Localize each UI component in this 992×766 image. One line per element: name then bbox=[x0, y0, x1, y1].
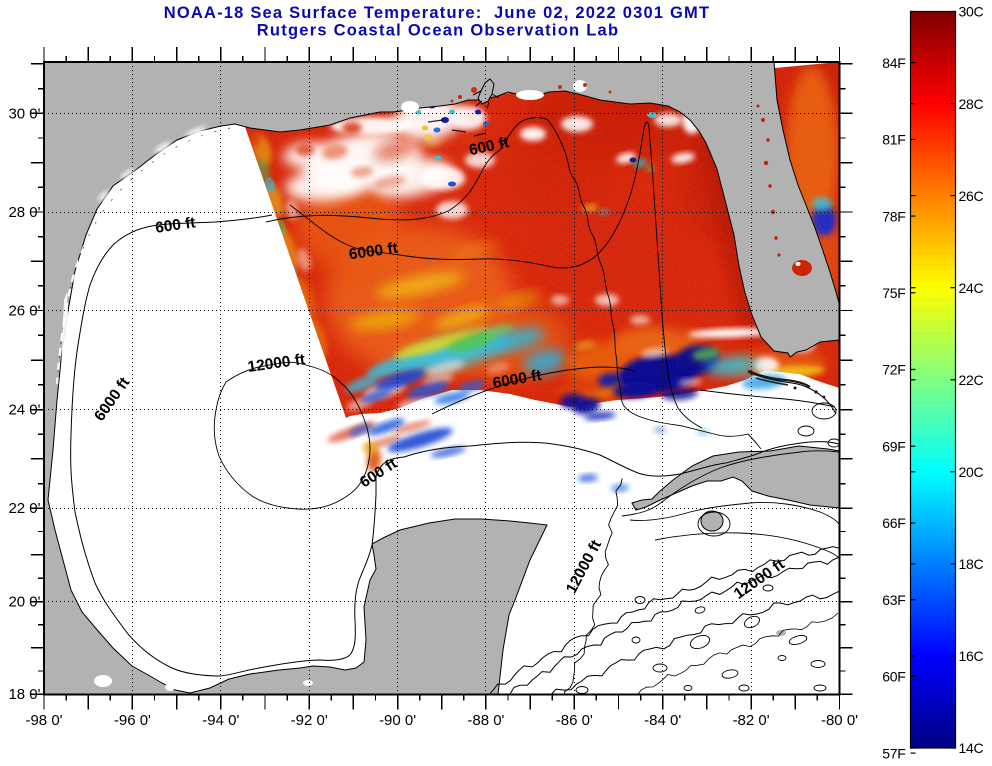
svg-text:Rutgers Coastal Ocean Observat: Rutgers Coastal Ocean Observation Lab bbox=[257, 22, 620, 40]
svg-text:6000 ft: 6000 ft bbox=[348, 240, 399, 264]
svg-text:16C: 16C bbox=[959, 648, 984, 664]
svg-text:20 0': 20 0' bbox=[8, 594, 40, 611]
svg-text:-82 0': -82 0' bbox=[733, 712, 770, 729]
svg-text:18 0': 18 0' bbox=[8, 686, 40, 703]
svg-text:63F: 63F bbox=[882, 592, 905, 608]
svg-text:28 0': 28 0' bbox=[8, 204, 40, 221]
svg-text:24C: 24C bbox=[959, 280, 984, 296]
svg-text:30 0': 30 0' bbox=[8, 105, 40, 122]
svg-text:14C: 14C bbox=[959, 740, 984, 756]
svg-text:24 0': 24 0' bbox=[8, 402, 40, 419]
svg-text:26C: 26C bbox=[959, 188, 984, 204]
svg-text:-96 0': -96 0' bbox=[114, 712, 151, 729]
svg-text:-94 0': -94 0' bbox=[202, 712, 239, 729]
svg-text:-80 0': -80 0' bbox=[821, 712, 858, 729]
svg-text:81F: 81F bbox=[882, 132, 905, 148]
svg-text:-90 0': -90 0' bbox=[379, 712, 416, 729]
svg-text:75F: 75F bbox=[882, 285, 905, 301]
svg-text:22 0': 22 0' bbox=[8, 500, 40, 517]
svg-text:69F: 69F bbox=[882, 438, 905, 454]
svg-text:-84 0': -84 0' bbox=[644, 712, 681, 729]
svg-text:28C: 28C bbox=[959, 96, 984, 112]
svg-text:20C: 20C bbox=[959, 464, 984, 480]
svg-text:60F: 60F bbox=[882, 669, 905, 685]
svg-text:-98 0': -98 0' bbox=[25, 712, 62, 729]
svg-text:NOAA-18 Sea Surface Temperatur: NOAA-18 Sea Surface Temperature: June 02… bbox=[164, 4, 711, 22]
svg-text:84F: 84F bbox=[882, 55, 905, 71]
svg-text:66F: 66F bbox=[882, 515, 905, 531]
svg-text:18C: 18C bbox=[959, 556, 984, 572]
svg-text:26 0': 26 0' bbox=[8, 303, 40, 320]
svg-text:-92 0': -92 0' bbox=[291, 712, 328, 729]
svg-text:22C: 22C bbox=[959, 372, 984, 388]
svg-text:600 ft: 600 ft bbox=[154, 214, 196, 236]
svg-text:-88 0': -88 0' bbox=[467, 712, 504, 729]
svg-text:-86 0': -86 0' bbox=[556, 712, 593, 729]
svg-text:57F: 57F bbox=[882, 745, 905, 761]
svg-text:78F: 78F bbox=[882, 208, 905, 224]
svg-text:72F: 72F bbox=[882, 362, 905, 378]
svg-text:30C: 30C bbox=[959, 4, 984, 20]
